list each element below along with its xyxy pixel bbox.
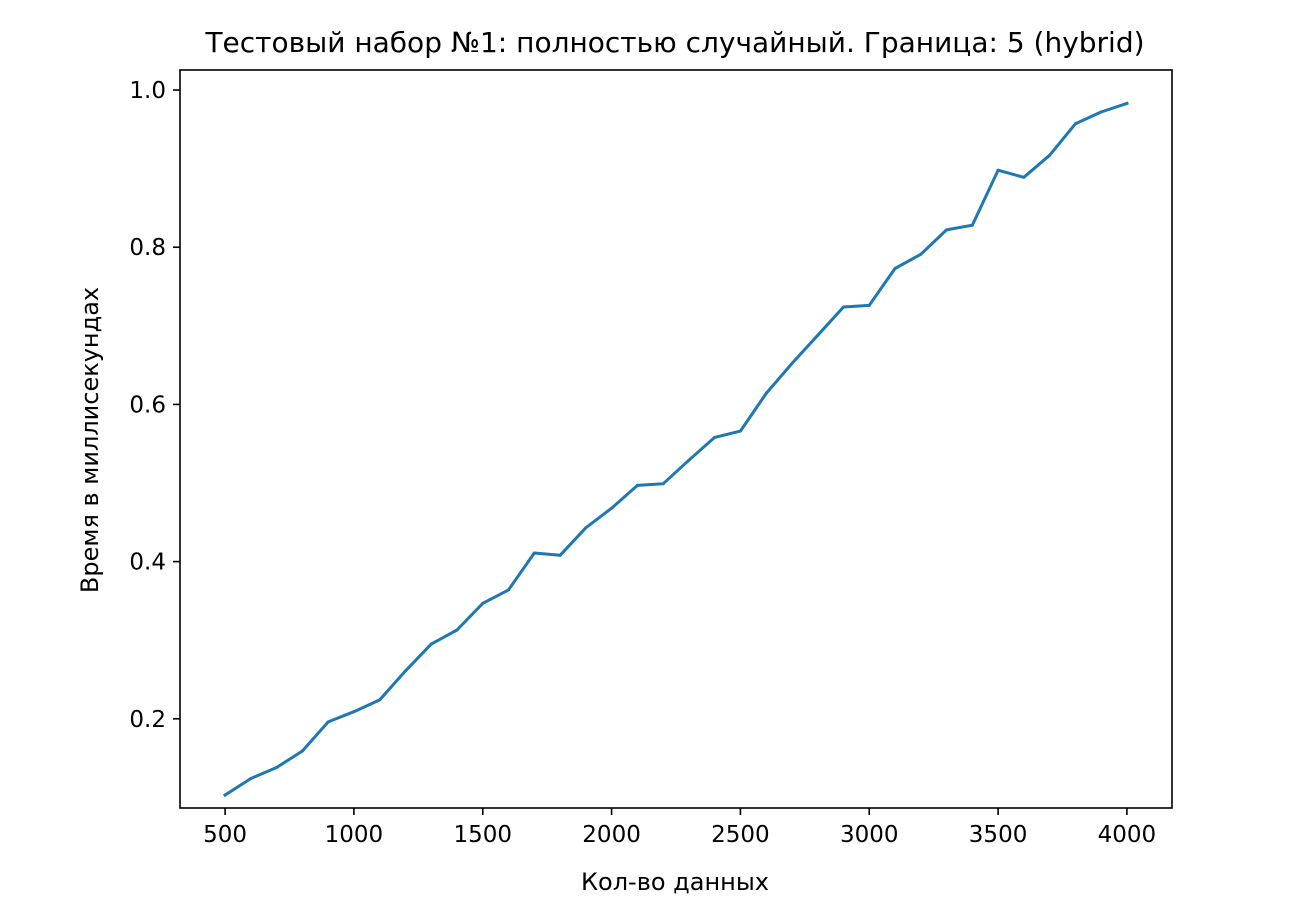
data-point <box>275 766 279 770</box>
data-point <box>919 252 923 256</box>
data-point <box>1048 153 1052 157</box>
x-tick-label: 4000 <box>1098 822 1157 848</box>
y-axis-label: Время в миллисекундах <box>76 287 104 593</box>
data-point <box>635 483 639 487</box>
y-tick-label: 0.6 <box>129 392 166 418</box>
data-point <box>249 777 253 781</box>
data-point <box>481 601 485 605</box>
data-point <box>970 223 974 227</box>
x-tick-label: 1000 <box>325 822 384 848</box>
plot-area <box>180 70 1172 808</box>
data-point <box>1125 101 1129 105</box>
data-point <box>610 506 614 510</box>
y-tick-label: 0.2 <box>129 707 166 733</box>
data-point <box>996 168 1000 172</box>
x-tick-label: 500 <box>203 822 247 848</box>
x-ticks: 500 1000 1500 2000 2500 3000 3500 4000 <box>203 808 1156 848</box>
data-point <box>738 429 742 433</box>
x-tick-label: 2000 <box>582 822 641 848</box>
data-point <box>429 642 433 646</box>
data-point <box>816 333 820 337</box>
data-points <box>223 101 1129 797</box>
data-point <box>378 698 382 702</box>
data-point <box>532 551 536 555</box>
data-point <box>326 720 330 724</box>
plot-frame <box>179 69 1173 809</box>
data-point <box>1022 175 1026 179</box>
y-tick-label: 0.8 <box>129 235 166 261</box>
x-tick-label: 1500 <box>453 822 512 848</box>
data-point <box>893 266 897 270</box>
data-point <box>403 669 407 673</box>
data-point <box>867 303 871 307</box>
y-tick-label: 1.0 <box>129 78 166 104</box>
x-tick-label: 3500 <box>969 822 1028 848</box>
data-point <box>687 458 691 462</box>
data-point <box>507 588 511 592</box>
data-point <box>300 749 304 753</box>
data-point <box>764 391 768 395</box>
data-point <box>1073 122 1077 126</box>
x-axis-label: Кол-во данных <box>581 868 769 896</box>
y-tick-label: 0.4 <box>129 550 166 576</box>
data-line <box>223 101 1129 798</box>
x-tick-label: 3000 <box>840 822 899 848</box>
data-point <box>790 362 794 366</box>
data-point <box>841 305 845 309</box>
data-point <box>713 435 717 439</box>
data-point <box>223 793 227 797</box>
data-point <box>558 553 562 557</box>
x-tick-label: 2500 <box>711 822 770 848</box>
data-point <box>455 628 459 632</box>
chart-title: Тестовый набор №1: полностью случайный. … <box>204 26 1144 59</box>
data-point <box>584 526 588 530</box>
data-point <box>661 482 665 486</box>
data-point <box>1099 110 1103 114</box>
data-point <box>945 228 949 232</box>
data-point <box>352 710 356 714</box>
y-ticks: 0.2 0.4 0.6 0.8 1.0 <box>129 78 180 733</box>
